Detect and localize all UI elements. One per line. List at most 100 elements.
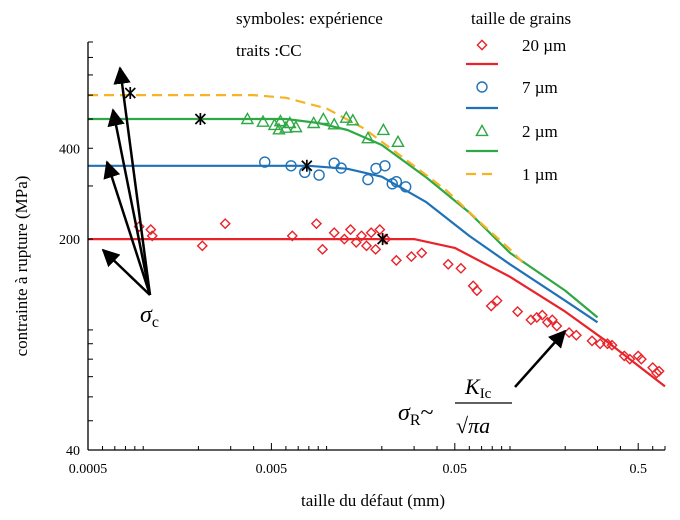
sigma-c-point — [301, 159, 313, 172]
experiment-point-2 — [391, 134, 405, 148]
experiment-point-0 — [145, 224, 157, 236]
model-line-1 — [88, 164, 599, 324]
legend-label: 1 µm — [522, 165, 558, 184]
experiment-point-0 — [491, 295, 503, 307]
experiment-point-2 — [267, 117, 282, 131]
experiment-point-0 — [365, 227, 377, 239]
experiment-point-0 — [374, 224, 386, 236]
experiment-point-1 — [285, 160, 297, 172]
experiment-point-0 — [512, 306, 524, 318]
experiment-point-2 — [289, 120, 303, 133]
legend-title: taille de grains — [471, 9, 571, 28]
experiment-point-2 — [361, 131, 375, 144]
experiment-point-0 — [350, 236, 362, 249]
experiment-point-0 — [196, 240, 208, 252]
legend: 20 µm 7 µm 2 µm 1 µm — [466, 36, 566, 184]
experiment-point-0 — [635, 353, 647, 365]
sigma-c-point — [124, 86, 136, 99]
experiment-point-0 — [442, 258, 454, 270]
axes: 0.0005 0.005 0.05 0.5 40 200 400 — [59, 41, 666, 477]
experiment-point-2 — [376, 122, 391, 136]
y-tick-label: 40 — [66, 444, 80, 459]
sigma-r-label-base: σ — [398, 400, 411, 426]
legend-label: 20 µm — [522, 36, 566, 55]
sigma-r-annotation: σR~ KIc √πa — [398, 329, 567, 438]
experiment-point-0 — [624, 353, 636, 365]
experiment-point-0 — [355, 230, 368, 242]
sigma-c-point — [194, 113, 206, 126]
experiment-point-1 — [313, 169, 325, 181]
experiment-point-0 — [405, 251, 418, 263]
experiment-point-1 — [259, 156, 271, 168]
y-axis-title: contrainte à rupture (MPa) — [12, 176, 31, 357]
sigma-c-arrow — [101, 248, 151, 296]
experiment-point-0 — [416, 247, 428, 259]
experiment-point-2 — [256, 114, 270, 127]
experiment-point-2 — [273, 114, 288, 127]
legend-marker-1 — [476, 81, 488, 93]
experiment-point-0 — [536, 309, 548, 321]
experiment-point-0 — [146, 230, 158, 242]
experiment-point-0 — [328, 227, 340, 239]
legend-label: 2 µm — [522, 122, 558, 141]
sigma-c-arrow — [107, 108, 152, 296]
experiment-point-2 — [346, 113, 360, 126]
experiment-point-0 — [606, 339, 618, 351]
sigma-r-label-sub: R — [410, 412, 421, 429]
y-tick-label: 400 — [59, 142, 80, 157]
experiment-point-0 — [570, 329, 582, 341]
sigma-r-tilde: ~ — [421, 400, 434, 426]
x-tick-label: 0.5 — [629, 462, 647, 477]
experiment-point-0 — [316, 243, 329, 255]
experiment-point-1 — [362, 173, 374, 186]
experiment-point-0 — [618, 350, 630, 362]
experiment-point-0 — [653, 365, 665, 377]
experiment-point-0 — [219, 218, 231, 230]
experiment-point-2 — [316, 111, 331, 125]
x-tick-label: 0.0005 — [69, 462, 108, 477]
sigma-c-arrows — [101, 66, 152, 296]
experiment-point-0 — [390, 254, 402, 266]
y-tick-label: 200 — [59, 233, 80, 248]
experiment-point-2 — [240, 111, 255, 125]
experiment-point-0 — [485, 300, 497, 312]
experiment-point-1 — [400, 181, 412, 193]
y-ticks: 40 200 400 — [59, 41, 93, 459]
model-line-2 — [88, 117, 599, 319]
experiment-point-0 — [647, 362, 659, 374]
experiment-point-0 — [546, 314, 558, 326]
experiment-point-0 — [586, 335, 598, 347]
legend-marker-2 — [475, 123, 489, 137]
experiment-point-0 — [360, 240, 373, 252]
sigma-c-label: σc — [140, 302, 159, 331]
experiment-point-0 — [471, 285, 483, 297]
experiment-point-0 — [370, 243, 382, 255]
experiment-point-0 — [455, 262, 467, 274]
sigma-r-numerator-sub: Ic — [480, 386, 492, 402]
x-axis-title: taille du défaut (mm) — [301, 491, 445, 510]
model-line-3 — [88, 93, 526, 266]
experiment-point-0 — [344, 224, 357, 236]
experiment-point-0 — [286, 230, 298, 242]
sigma-r-numerator-base: K — [464, 374, 481, 399]
experiment-point-1 — [335, 162, 347, 174]
experiment-point-2 — [306, 115, 321, 129]
sigma-c-label-sub: c — [152, 314, 159, 331]
model-line-0 — [88, 238, 666, 388]
experiment-point-2 — [339, 110, 354, 123]
lines-note: traits :CC — [236, 41, 302, 60]
sigma-c-arrow — [113, 66, 152, 296]
sigma-r-denominator: √πa — [456, 413, 490, 438]
sigma-c-label-base: σ — [140, 302, 153, 328]
sigma-r-label: σR~ — [398, 400, 434, 429]
experiment-point-0 — [594, 338, 606, 350]
legend-label: 7 µm — [522, 78, 558, 97]
sigma-c-annotation: σc — [101, 66, 159, 331]
experiment-point-1 — [390, 175, 403, 188]
experiment-point-1 — [379, 160, 391, 172]
experiment-point-0 — [338, 233, 350, 245]
symbols-note: symboles: expérience — [236, 9, 383, 28]
experiment-point-0 — [310, 218, 323, 230]
legend-marker-0 — [476, 39, 488, 51]
